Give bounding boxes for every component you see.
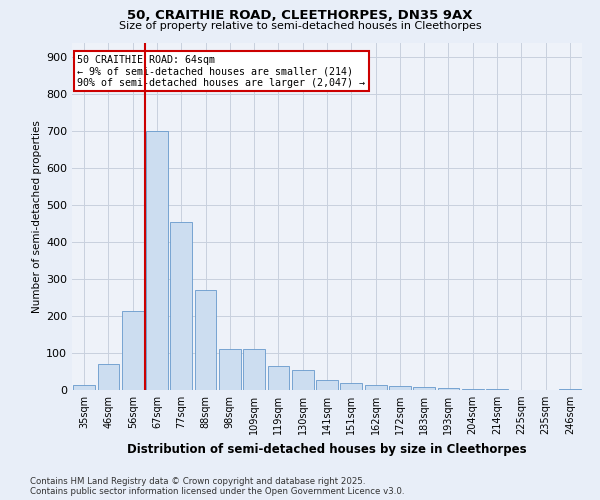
Bar [243,350,265,390]
Bar [219,350,241,390]
Bar [292,370,314,390]
Bar [146,131,168,390]
Bar [122,311,143,390]
Bar [462,389,484,390]
Bar [268,366,289,390]
Bar [73,385,95,390]
Bar [365,385,386,390]
Text: 50, CRAITHIE ROAD, CLEETHORPES, DN35 9AX: 50, CRAITHIE ROAD, CLEETHORPES, DN35 9AX [127,9,473,22]
Bar [413,387,435,390]
Bar [437,388,460,390]
Bar [97,364,119,390]
Text: 50 CRAITHIE ROAD: 64sqm
← 9% of semi-detached houses are smaller (214)
90% of se: 50 CRAITHIE ROAD: 64sqm ← 9% of semi-det… [77,54,365,88]
Bar [316,380,338,390]
Y-axis label: Number of semi-detached properties: Number of semi-detached properties [32,120,42,312]
Text: Size of property relative to semi-detached houses in Cleethorpes: Size of property relative to semi-detach… [119,21,481,31]
Bar [194,290,217,390]
Bar [389,386,411,390]
X-axis label: Distribution of semi-detached houses by size in Cleethorpes: Distribution of semi-detached houses by … [127,442,527,456]
Bar [340,384,362,390]
Text: Contains HM Land Registry data © Crown copyright and database right 2025.
Contai: Contains HM Land Registry data © Crown c… [30,476,404,496]
Bar [170,222,192,390]
